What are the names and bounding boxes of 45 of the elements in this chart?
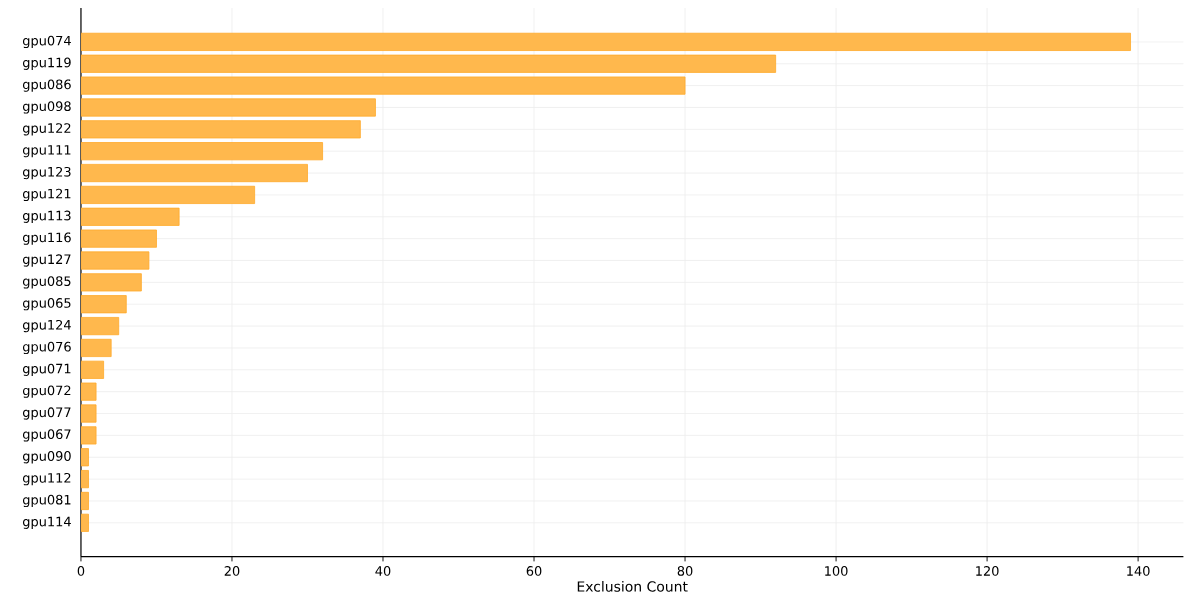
y-tick-label: gpu074 — [22, 35, 71, 49]
x-tick-label: 20 — [224, 566, 240, 577]
x-axis-title: Exclusion Count — [577, 581, 688, 592]
y-tick-label: gpu116 — [22, 232, 71, 245]
y-tick-label: gpu067 — [22, 429, 71, 442]
y-tick-label: gpu076 — [22, 341, 71, 355]
y-tick-label: gpu124 — [22, 320, 71, 333]
bar — [80, 142, 323, 161]
x-tick-label: 0 — [77, 566, 85, 577]
x-tick-label: 40 — [375, 566, 391, 577]
y-tick-label: gpu071 — [22, 363, 71, 377]
y-tick-label: gpu098 — [22, 101, 71, 114]
bar — [80, 120, 361, 139]
x-tick-label: 80 — [677, 566, 693, 577]
y-tick-label: gpu127 — [22, 254, 71, 267]
bar — [80, 186, 256, 205]
y-tick-label: gpu085 — [22, 276, 71, 289]
bar — [80, 251, 150, 270]
y-tick-label: gpu081 — [22, 494, 71, 508]
y-tick-label: gpu122 — [22, 123, 71, 136]
bar — [80, 32, 1131, 52]
y-tick-label: gpu086 — [22, 79, 71, 92]
bar — [80, 295, 127, 314]
y-tick-label: gpu065 — [22, 298, 71, 311]
bar — [80, 229, 157, 248]
y-tick-label: gpu090 — [22, 451, 71, 464]
y-tick-label: gpu077 — [22, 407, 71, 420]
x-tick-label: 100 — [825, 566, 848, 577]
bar — [80, 76, 686, 95]
x-tick-label: 60 — [526, 566, 542, 577]
y-tick-label: gpu111 — [22, 145, 71, 158]
x-tick-label: 120 — [976, 566, 999, 577]
bar — [80, 98, 376, 117]
y-tick-label: gpu072 — [22, 385, 71, 398]
bar — [80, 273, 142, 292]
y-tick-label: gpu119 — [22, 57, 71, 71]
bar — [80, 207, 180, 226]
bar — [80, 164, 308, 183]
y-tick-label: gpu113 — [22, 210, 71, 224]
bar — [80, 54, 777, 73]
y-tick-label: gpu112 — [22, 473, 71, 486]
y-tick-label: gpu123 — [22, 167, 71, 180]
y-tick-label: gpu121 — [22, 188, 71, 202]
y-tick-label: gpu114 — [22, 516, 71, 530]
x-tick-label: 140 — [1127, 566, 1150, 577]
